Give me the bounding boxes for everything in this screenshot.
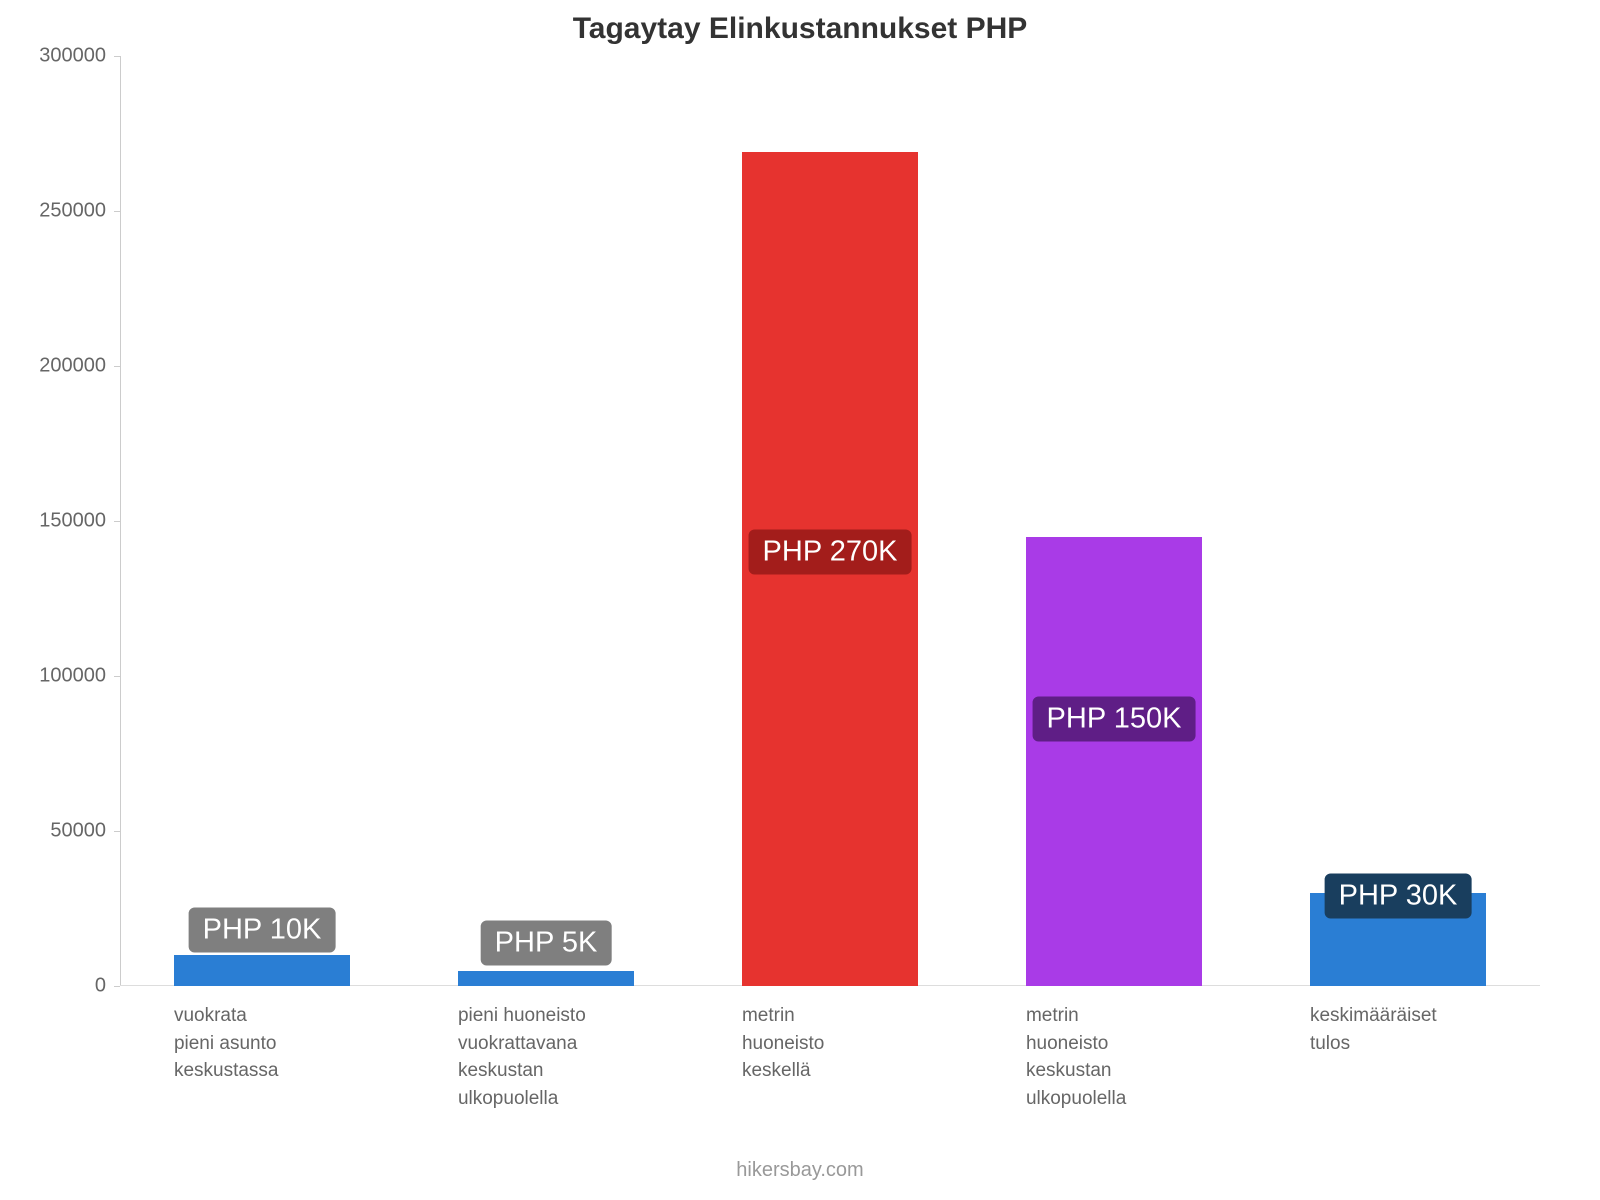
y-tick-mark [114,521,120,522]
y-tick-label: 300000 [39,45,120,68]
chart-bar [1026,537,1202,987]
y-tick-label: 100000 [39,665,120,688]
x-category-label: vuokratapieni asuntokeskustassa [174,986,350,1085]
y-tick-mark [114,366,120,367]
y-tick-mark [114,676,120,677]
x-category-label: keskimääräisettulos [1310,986,1486,1057]
x-category-label: pieni huoneistovuokrattavanakeskustanulk… [458,986,634,1112]
x-category-label-line: metrin [742,1002,918,1030]
chart-bar [174,955,350,986]
y-tick-label: 50000 [50,820,120,843]
x-category-label-line: vuokrata [174,1002,350,1030]
y-tick-mark [114,211,120,212]
bar-value-label: PHP 5K [481,920,612,965]
y-tick-mark [114,986,120,987]
x-category-label-line: pieni asunto [174,1030,350,1058]
x-category-label-line: keskellä [742,1057,918,1085]
x-category-label-line: tulos [1310,1030,1486,1058]
x-category-label-line: pieni huoneisto [458,1002,634,1030]
x-category-label-line: vuokrattavana [458,1030,634,1058]
x-category-label-line: ulkopuolella [458,1085,634,1113]
x-category-label: metrinhuoneistokeskustanulkopuolella [1026,986,1202,1112]
chart-title: Tagaytay Elinkustannukset PHP [0,12,1600,46]
y-tick-label: 250000 [39,200,120,223]
chart-container: Tagaytay Elinkustannukset PHP 0500001000… [0,0,1600,1200]
bar-value-label: PHP 30K [1325,874,1472,919]
y-axis-line [120,56,121,986]
y-tick-mark [114,56,120,57]
x-category-label-line: keskustan [458,1057,634,1085]
x-category-label-line: keskimääräiset [1310,1002,1486,1030]
x-category-label-line: huoneisto [1026,1030,1202,1058]
chart-bar [458,971,634,987]
chart-footer: hikersbay.com [0,1159,1600,1182]
bar-value-label: PHP 10K [189,908,336,953]
y-tick-label: 150000 [39,510,120,533]
x-category-label-line: metrin [1026,1002,1202,1030]
x-category-label-line: ulkopuolella [1026,1085,1202,1113]
x-category-label-line: huoneisto [742,1030,918,1058]
y-tick-mark [114,831,120,832]
bar-value-label: PHP 270K [749,530,912,575]
bar-value-label: PHP 150K [1033,697,1196,742]
x-category-label: metrinhuoneistokeskellä [742,986,918,1085]
y-tick-label: 200000 [39,355,120,378]
plot-area: 050000100000150000200000250000300000PHP … [120,56,1540,986]
x-category-label-line: keskustan [1026,1057,1202,1085]
x-category-label-line: keskustassa [174,1057,350,1085]
